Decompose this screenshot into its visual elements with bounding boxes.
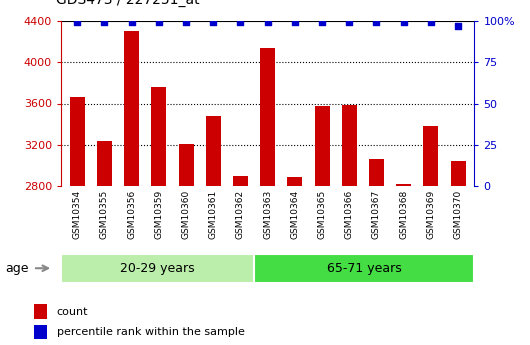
- Text: GSM10360: GSM10360: [182, 189, 191, 239]
- Text: GSM10364: GSM10364: [290, 189, 299, 239]
- Point: [290, 20, 299, 25]
- Bar: [342, 105, 357, 186]
- Text: GDS473 / 227251_at: GDS473 / 227251_at: [56, 0, 199, 7]
- Text: GSM10366: GSM10366: [344, 189, 354, 239]
- Bar: [34, 325, 47, 339]
- Text: GSM10355: GSM10355: [100, 189, 109, 239]
- Text: GSM10354: GSM10354: [73, 189, 82, 239]
- Text: GSM10363: GSM10363: [263, 189, 272, 239]
- Point: [73, 20, 82, 25]
- Text: GSM10359: GSM10359: [154, 189, 163, 239]
- Bar: [61, 254, 254, 283]
- Bar: [124, 31, 139, 186]
- Point: [318, 20, 326, 25]
- Bar: [97, 141, 112, 186]
- Text: GSM10368: GSM10368: [399, 189, 408, 239]
- Bar: [152, 87, 166, 186]
- Text: age: age: [5, 262, 29, 275]
- Bar: [287, 177, 302, 186]
- Text: 20-29 years: 20-29 years: [120, 262, 195, 275]
- Point: [155, 20, 163, 25]
- Bar: [396, 184, 411, 186]
- Point: [263, 20, 272, 25]
- Text: GSM10367: GSM10367: [372, 189, 381, 239]
- Bar: [260, 48, 275, 186]
- Bar: [369, 159, 384, 186]
- Bar: [206, 116, 220, 186]
- Text: GSM10362: GSM10362: [236, 189, 245, 239]
- Bar: [179, 144, 193, 186]
- Bar: [70, 97, 85, 186]
- Bar: [423, 126, 438, 186]
- Text: GSM10370: GSM10370: [454, 189, 463, 239]
- Bar: [254, 254, 474, 283]
- Point: [182, 20, 190, 25]
- Point: [427, 20, 435, 25]
- Bar: [315, 106, 330, 186]
- Point: [345, 20, 354, 25]
- Text: GSM10361: GSM10361: [209, 189, 218, 239]
- Point: [127, 20, 136, 25]
- Text: GSM10365: GSM10365: [317, 189, 326, 239]
- Text: count: count: [57, 307, 88, 317]
- Point: [100, 20, 109, 25]
- Point: [400, 20, 408, 25]
- Point: [372, 20, 381, 25]
- Bar: [450, 161, 465, 186]
- Point: [236, 20, 245, 25]
- Text: percentile rank within the sample: percentile rank within the sample: [57, 327, 244, 337]
- Point: [209, 20, 217, 25]
- Bar: [233, 176, 248, 186]
- Text: GSM10369: GSM10369: [426, 189, 435, 239]
- Bar: [34, 304, 47, 319]
- Text: GSM10356: GSM10356: [127, 189, 136, 239]
- Text: 65-71 years: 65-71 years: [326, 262, 402, 275]
- Point: [454, 23, 462, 28]
